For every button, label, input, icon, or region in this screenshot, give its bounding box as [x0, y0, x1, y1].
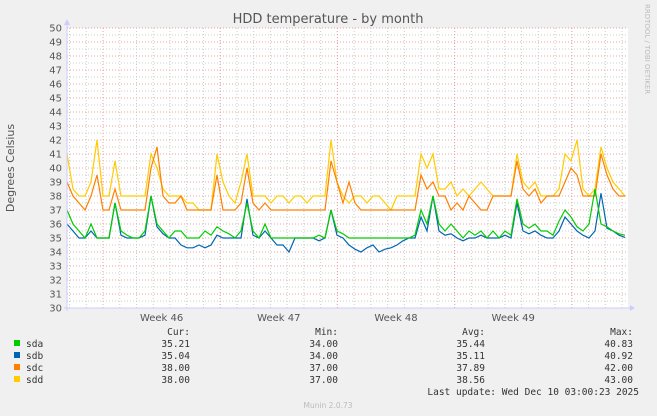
legend-avg-sdb: 35.11 [456, 351, 485, 362]
y-tick-label: 45 [49, 94, 62, 105]
legend-swatch-sda [14, 340, 20, 346]
y-tick-label: 48 [49, 52, 62, 63]
y-tick-label: 34 [49, 248, 62, 259]
legend-header-avg: Avg: [462, 327, 485, 338]
legend-header-cur: Cur: [167, 327, 190, 338]
legend-label-sdb: sdb [26, 351, 43, 362]
y-tick-label: 50 [49, 24, 62, 35]
x-tick-label: Week 46 [140, 313, 183, 324]
legend-min-sdc: 37.00 [309, 363, 338, 374]
y-tick-label: 36 [49, 220, 62, 231]
legend-cur-sdd: 38.00 [161, 375, 190, 386]
legend-header-max: Max: [610, 327, 633, 338]
legend-label-sda: sda [26, 339, 43, 350]
legend-cur-sdb: 35.04 [161, 351, 190, 362]
x-axis-arrow [630, 305, 635, 311]
chart-title: HDD temperature - by month [233, 12, 424, 27]
series-line-sdb [66, 193, 626, 254]
x-tick-label: Week 47 [257, 313, 300, 324]
legend-swatch-sdc [14, 364, 20, 370]
series-line-sda [66, 188, 626, 240]
legend-swatch-sdd [14, 376, 20, 382]
y-tick-label: 42 [49, 136, 62, 147]
y-tick-label: 33 [49, 262, 62, 273]
y-axis-arrow [64, 19, 70, 25]
y-tick-label: 30 [49, 304, 62, 315]
y-tick-label: 44 [49, 108, 62, 119]
legend-max-sdc: 42.00 [604, 363, 633, 374]
y-tick-label: 37 [49, 206, 62, 217]
y-tick-label: 39 [49, 178, 62, 189]
legend-avg-sdc: 37.89 [456, 363, 485, 374]
legend-avg-sdd: 38.56 [456, 375, 485, 386]
footer: Munin 2.0.73 [303, 401, 352, 410]
legend-min-sdd: 37.00 [309, 375, 338, 386]
legend-header-min: Min: [315, 327, 338, 338]
x-tick-label: Week 49 [492, 313, 535, 324]
y-tick-label: 49 [49, 38, 62, 49]
y-axis-label: Degrees Celsius [4, 124, 17, 213]
legend-max-sdb: 40.92 [604, 351, 633, 362]
series-line-sdc [66, 146, 625, 212]
legend-max-sdd: 43.00 [604, 375, 633, 386]
legend-cur-sdc: 38.00 [161, 363, 190, 374]
y-tick-label: 32 [49, 276, 62, 287]
watermark: RRDTOOL / TOBI OETIKER [643, 4, 651, 94]
legend-label-sdc: sdc [26, 363, 43, 374]
y-tick-label: 38 [49, 192, 62, 203]
y-tick-label: 41 [49, 150, 62, 161]
legend-max-sda: 40.83 [604, 339, 633, 350]
legend-min-sdb: 34.00 [309, 351, 338, 362]
legend-swatch-sdb [14, 352, 20, 358]
y-tick-label: 47 [49, 66, 62, 77]
y-tick-label: 31 [49, 290, 62, 301]
y-tick-label: 43 [49, 122, 62, 133]
y-tick-label: 35 [49, 234, 62, 245]
legend-avg-sda: 35.44 [456, 339, 485, 350]
legend-min-sda: 34.00 [309, 339, 338, 350]
legend-cur-sda: 35.21 [161, 339, 190, 350]
legend-label-sdd: sdd [26, 375, 43, 386]
y-tick-label: 46 [49, 80, 62, 91]
y-tick-label: 40 [49, 164, 62, 175]
x-tick-label: Week 48 [374, 313, 417, 324]
series-line-sdd [66, 139, 626, 212]
last-update: Last update: Wed Dec 10 03:00:23 2025 [427, 387, 639, 398]
